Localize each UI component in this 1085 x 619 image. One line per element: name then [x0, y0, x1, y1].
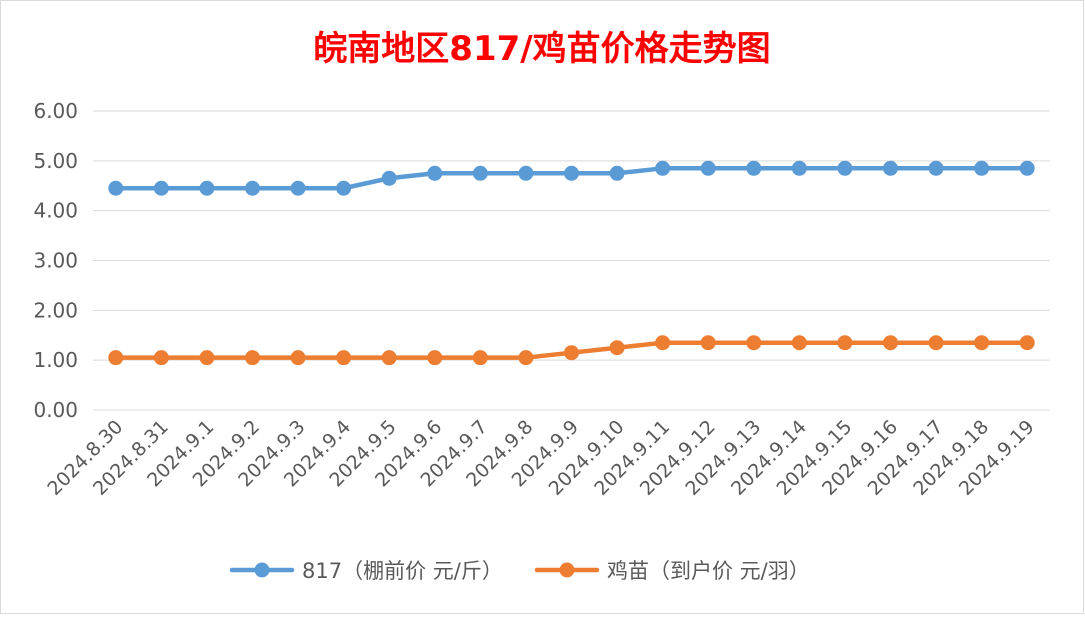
y-tick-label: 3.00 [33, 249, 78, 273]
data-point [153, 350, 169, 366]
data-point [746, 335, 762, 351]
data-point [564, 165, 579, 181]
data-point [883, 335, 898, 351]
data-point [791, 160, 807, 176]
data-point [290, 180, 306, 196]
legend-label: 鸡苗（到户价 元/羽） [607, 559, 810, 583]
legend-marker [559, 562, 575, 578]
legend-marker [254, 562, 270, 578]
series-layer [108, 160, 1035, 366]
data-point [153, 180, 169, 196]
y-tick-label: 1.00 [33, 348, 78, 372]
legend: 817（棚前价 元/斤） 鸡苗（到户价 元/羽） [229, 559, 810, 583]
chart-title: 皖南地区817/鸡苗价格走势图 [313, 29, 770, 69]
data-point [472, 350, 488, 366]
data-point [928, 160, 944, 176]
data-point [1019, 160, 1035, 176]
data-point [883, 160, 898, 176]
data-point [381, 350, 397, 366]
data-point [791, 335, 807, 351]
data-point [108, 180, 124, 196]
data-point [609, 340, 625, 356]
data-point [928, 335, 944, 351]
y-tick-label: 0.00 [33, 398, 78, 422]
data-point [427, 350, 443, 366]
y-tick-label: 6.00 [33, 99, 78, 123]
series-1 [108, 160, 1035, 196]
data-point [609, 165, 625, 181]
data-point [199, 350, 215, 366]
data-point [1019, 335, 1035, 351]
data-point [746, 160, 762, 176]
data-point [199, 180, 215, 196]
data-point [108, 350, 124, 366]
y-axis-tick-labels: 0.00 1.00 2.00 3.00 4.00 5.00 6.00 [33, 99, 78, 422]
data-point [518, 350, 534, 366]
legend-label: 817（棚前价 元/斤） [302, 559, 503, 583]
y-tick-label: 4.00 [33, 199, 78, 223]
data-point [974, 335, 990, 351]
series-2 [108, 335, 1035, 366]
data-point [837, 335, 853, 351]
data-point [336, 350, 352, 366]
data-point [245, 180, 260, 196]
data-point [290, 350, 306, 366]
data-point [427, 165, 443, 181]
data-point [655, 335, 671, 351]
data-point [700, 160, 716, 176]
data-point [518, 165, 534, 181]
data-point [245, 350, 260, 366]
data-point [381, 170, 397, 186]
y-tick-label: 2.00 [33, 298, 78, 322]
data-point [336, 180, 352, 196]
data-point [564, 345, 579, 361]
data-point [837, 160, 853, 176]
data-point [472, 165, 488, 181]
data-point [700, 335, 716, 351]
data-point [974, 160, 990, 176]
y-tick-label: 5.00 [33, 149, 78, 173]
data-point [655, 160, 671, 176]
